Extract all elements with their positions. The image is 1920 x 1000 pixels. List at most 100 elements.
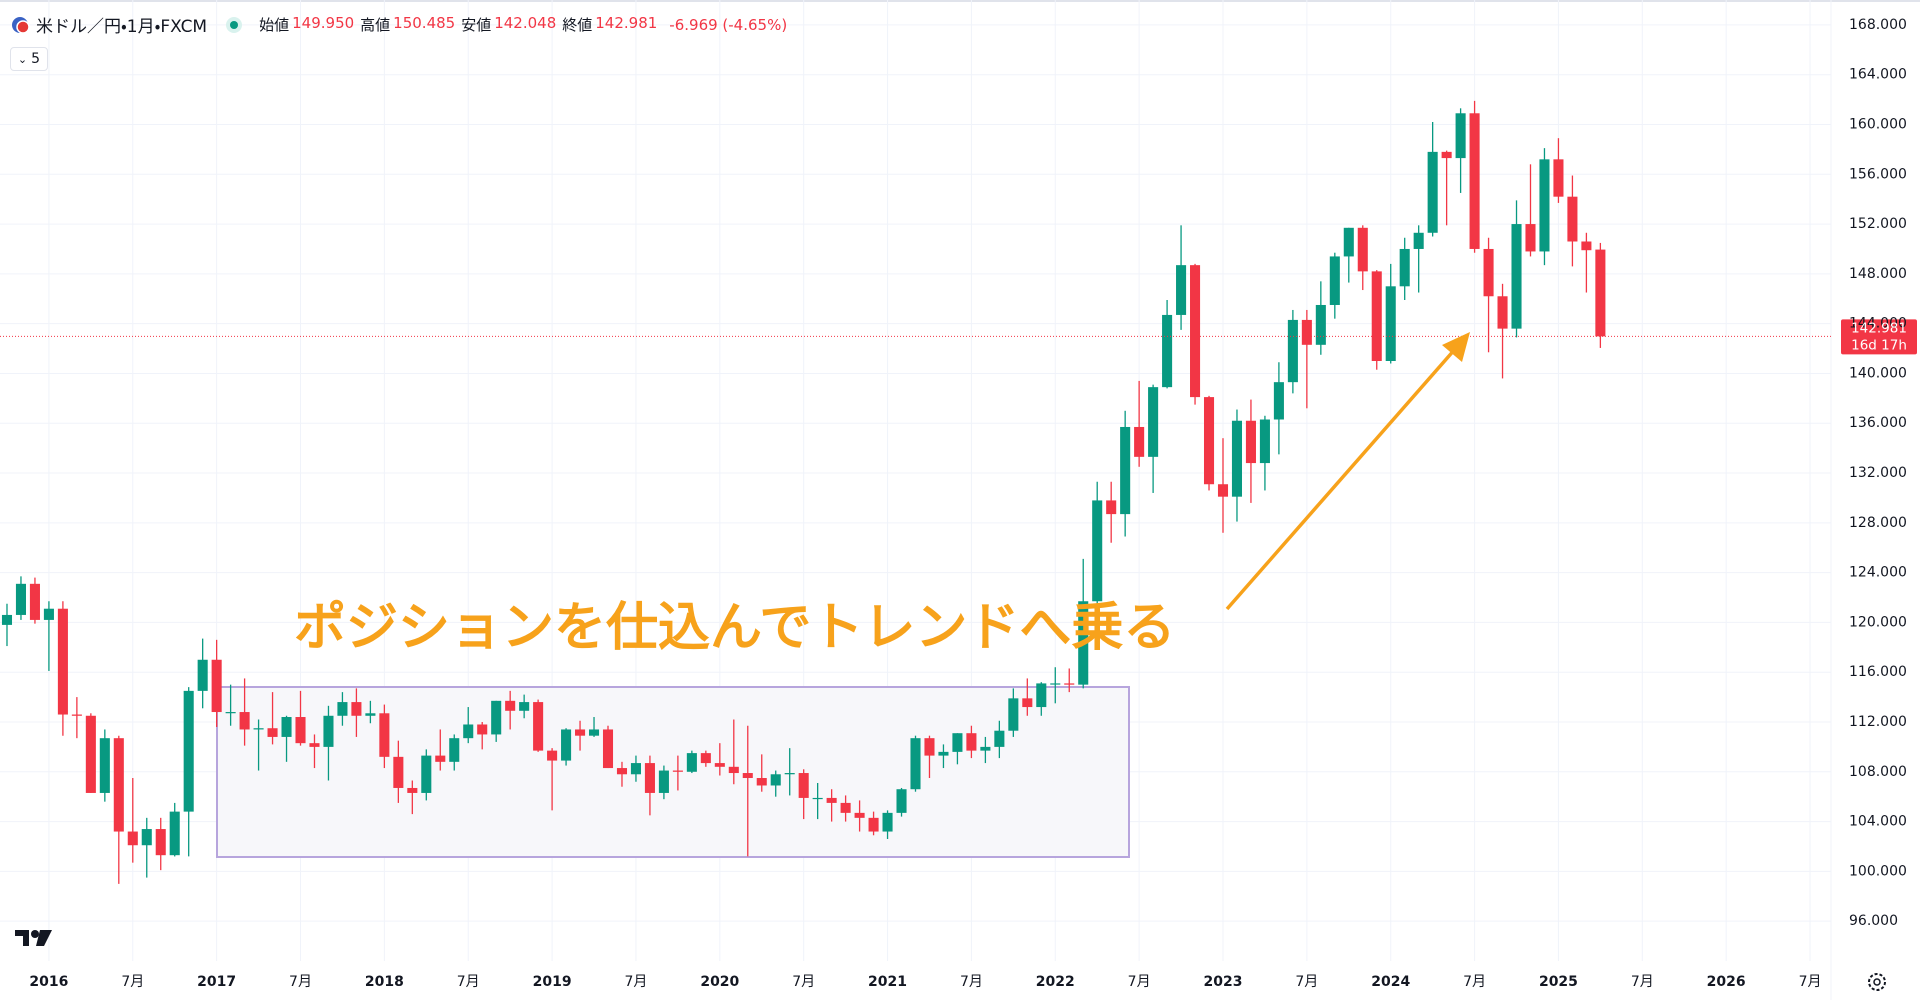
settings-icon[interactable] <box>1868 973 1886 991</box>
x-tick-label: 7月 <box>121 974 144 990</box>
candle-body <box>267 728 278 737</box>
candle-body <box>309 743 320 747</box>
candle-body <box>910 738 921 790</box>
candle-body <box>602 729 614 769</box>
candle-body <box>127 831 138 846</box>
candle-body <box>43 608 54 620</box>
candle-body <box>351 702 362 716</box>
legend-item: 高値 150.485 <box>360 14 455 35</box>
candle-body <box>1315 304 1326 345</box>
candle-body <box>1190 265 1201 398</box>
candle-body <box>1357 227 1368 272</box>
candle-body <box>505 700 516 711</box>
candle-body <box>1301 319 1312 345</box>
y-tick-label: 140.000 <box>1849 365 1907 381</box>
candle-body <box>1078 601 1089 685</box>
candle-body <box>798 773 809 798</box>
candle-body <box>519 702 530 711</box>
arrow-head <box>1442 332 1470 362</box>
candle-body <box>477 724 488 735</box>
gear-outer[interactable] <box>1868 973 1886 991</box>
x-tick-label: 2018 <box>365 974 404 990</box>
candle-body <box>1511 224 1522 329</box>
y-tick-label: 156.000 <box>1849 166 1907 182</box>
candle-body <box>1259 419 1270 464</box>
candle-body <box>1245 420 1256 464</box>
y-tick-label: 132.000 <box>1849 465 1907 481</box>
symbol-title[interactable]: 米ドル／円・1月・FXCM <box>36 17 208 37</box>
candle-body <box>588 729 600 736</box>
candle-body <box>1581 241 1592 251</box>
legend-label: 安値 <box>461 16 492 34</box>
change: -6.969 (-4.65%) <box>669 15 788 34</box>
candle-body <box>1539 159 1550 252</box>
y-tick-label: 108.000 <box>1849 764 1907 780</box>
legend-label: 高値 <box>360 16 391 34</box>
y-tick-label: 120.000 <box>1849 614 1907 630</box>
x-tick-label: 2021 <box>868 974 907 990</box>
candle-body <box>491 700 502 735</box>
candle-body <box>742 773 753 779</box>
candle-body <box>169 811 180 856</box>
candle-body <box>1525 224 1536 252</box>
candle-body <box>784 773 795 775</box>
last-price-label: 142.981 <box>1851 320 1907 336</box>
logo-part <box>36 930 52 946</box>
candle-body <box>393 756 404 788</box>
y-tick-label: 160.000 <box>1849 116 1907 132</box>
candle-body <box>952 733 963 752</box>
candle-body <box>756 778 767 786</box>
overlay <box>0 319 1917 355</box>
legend-item: 終値 142.981 <box>562 14 657 35</box>
candle-body <box>994 730 1005 747</box>
x-tick-label: 7月 <box>1631 974 1654 990</box>
candle-body <box>1231 420 1243 497</box>
y-tick-label: 128.000 <box>1849 515 1907 531</box>
gear-inner[interactable] <box>1873 978 1881 986</box>
candle-body <box>1203 397 1215 485</box>
candle-body <box>575 729 586 736</box>
candle-body <box>1022 698 1033 708</box>
y-tick-label: 144.000 <box>1849 316 1907 332</box>
candles <box>1 100 1606 884</box>
symbol-icon <box>12 16 30 34</box>
candle-body <box>379 713 390 757</box>
candle-body <box>1134 426 1145 457</box>
candle-body <box>1413 232 1424 249</box>
x-tick-label: 2017 <box>197 974 236 990</box>
candle-body <box>113 738 124 832</box>
candle-body <box>980 746 991 751</box>
candle-body <box>547 750 558 761</box>
candle-body <box>407 787 418 793</box>
candle-body <box>463 724 474 739</box>
candle-body <box>57 608 68 715</box>
candle-body <box>1497 296 1508 329</box>
candle-body <box>840 802 851 813</box>
x-tick-label: 2024 <box>1371 974 1410 990</box>
flag-jp <box>16 19 30 34</box>
x-tick-label: 7月 <box>792 974 815 990</box>
candle-body <box>337 702 348 716</box>
legend-value: 142.048 <box>494 14 557 32</box>
candle-body <box>644 763 655 793</box>
candle-body <box>253 728 264 730</box>
candle-body <box>561 729 572 761</box>
candle-body <box>1469 113 1480 249</box>
candle-body <box>71 714 82 716</box>
y-tick-label: 136.000 <box>1849 415 1907 431</box>
candle-body <box>295 717 306 744</box>
candle-body <box>1371 271 1382 361</box>
candle-body <box>1441 151 1452 159</box>
market-status[interactable] <box>221 15 247 35</box>
candle-body <box>630 763 641 775</box>
candle-body <box>616 768 628 775</box>
candle-body <box>1329 256 1340 305</box>
y-tick-label: 152.000 <box>1849 216 1907 232</box>
candle-body <box>714 763 725 767</box>
x-tick-label: 2026 <box>1707 974 1746 990</box>
logo-part <box>31 930 39 938</box>
candle-body <box>770 774 781 786</box>
indicator-toggle[interactable]: ⌄ 5 <box>10 47 48 71</box>
candle-body <box>1567 196 1578 242</box>
